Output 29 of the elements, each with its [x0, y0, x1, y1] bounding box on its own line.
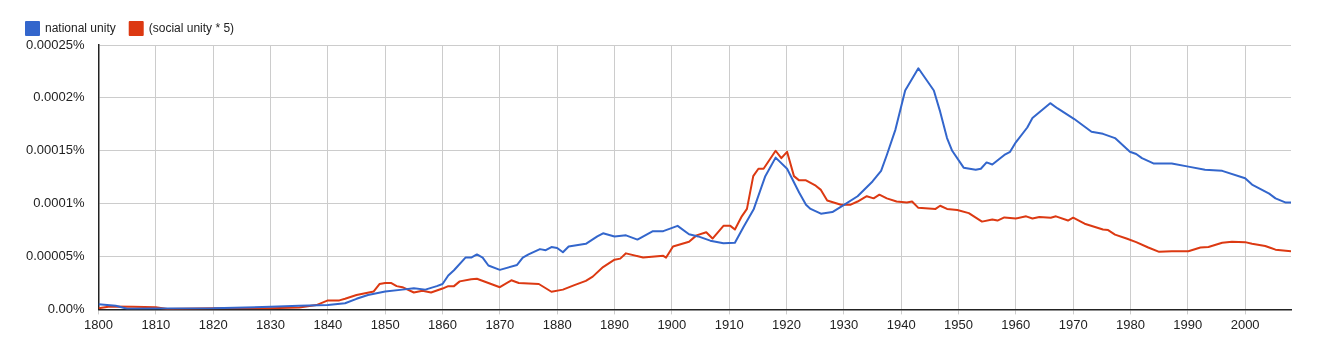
- y-tick-label: 0.0002%: [33, 89, 85, 105]
- x-tick-label: 1960: [1001, 316, 1031, 332]
- y-tick-label: 0.00015%: [25, 142, 85, 158]
- x-tick-label: 1980: [1116, 316, 1145, 332]
- x-tick-label: 2000: [1230, 316, 1260, 332]
- y-tick-label: 0.00005%: [25, 248, 85, 264]
- x-tick-label: 1830: [256, 316, 285, 332]
- y-tick-label: 0.00025%: [25, 36, 85, 52]
- x-tick-label: 1900: [657, 316, 687, 332]
- x-tick-label: 1920: [772, 316, 801, 332]
- legend-label: (social unity * 5): [148, 20, 235, 35]
- x-tick-label: 1810: [141, 316, 171, 332]
- y-tick-label: 0.00%: [47, 300, 85, 316]
- x-tick-label: 1840: [313, 316, 343, 332]
- x-tick-label: 1910: [714, 316, 744, 332]
- x-tick-label: 1880: [542, 316, 572, 332]
- x-tick-label: 1930: [829, 316, 859, 332]
- x-tick-label: 1940: [886, 316, 916, 332]
- x-tick-label: 1800: [84, 316, 114, 332]
- x-tick-label: 1820: [198, 316, 228, 332]
- x-tick-label: 1950: [944, 316, 973, 332]
- x-tick-label: 1990: [1173, 316, 1203, 332]
- x-tick-label: 1970: [1058, 316, 1088, 332]
- legend-label: national unity: [45, 20, 116, 35]
- x-tick-label: 1890: [600, 316, 629, 332]
- x-tick-label: 1870: [485, 316, 515, 332]
- x-tick-label: 1860: [428, 316, 457, 332]
- y-tick-label: 0.0001%: [33, 195, 85, 211]
- x-tick-label: 1850: [370, 316, 400, 332]
